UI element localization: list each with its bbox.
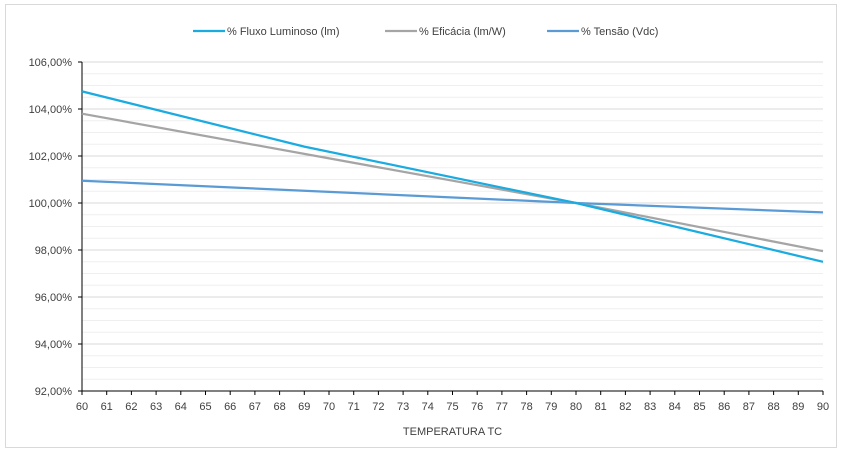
major-gridlines xyxy=(82,61,823,345)
series-lines xyxy=(81,90,824,263)
y-tick-label: 106,00% xyxy=(29,57,73,69)
x-tick-label: 90 xyxy=(817,401,829,413)
x-tick-label: 66 xyxy=(224,401,236,413)
y-tick-label: 94,00% xyxy=(35,339,73,351)
x-tick-label: 64 xyxy=(175,401,187,413)
x-axis-title: TEMPERATURA TC xyxy=(403,426,502,438)
legend-item: % Tensão (Vdc) xyxy=(547,26,658,38)
x-tick-label: 80 xyxy=(570,401,582,413)
x-tick-label: 81 xyxy=(595,401,607,413)
x-tick-label: 82 xyxy=(619,401,631,413)
legend: % Fluxo Luminoso (lm) % Eficácia (lm/W) % … xyxy=(193,26,658,38)
x-tick-label: 75 xyxy=(446,401,458,413)
x-tick-label: 76 xyxy=(471,401,483,413)
legend-label: % Tensão (Vdc) xyxy=(581,26,658,38)
x-tick-label: 68 xyxy=(273,401,285,413)
y-tick-label: 98,00% xyxy=(35,245,73,257)
y-tick-label: 92,00% xyxy=(35,386,73,398)
x-tick-label: 79 xyxy=(545,401,557,413)
x-tick-label: 86 xyxy=(718,401,730,413)
x-tick-label: 89 xyxy=(792,401,804,413)
legend-item: % Fluxo Luminoso (lm) xyxy=(193,26,339,38)
y-tick-label: 96,00% xyxy=(35,292,73,304)
x-tick-label: 72 xyxy=(372,401,384,413)
x-tick-label: 84 xyxy=(669,401,681,413)
legend-label: % Fluxo Luminoso (lm) xyxy=(227,26,339,38)
x-tick-label: 88 xyxy=(767,401,779,413)
y-tick-label: 102,00% xyxy=(29,151,73,163)
x-tick-label: 63 xyxy=(150,401,162,413)
y-tick-label: 104,00% xyxy=(29,104,73,116)
y-axis-tick-labels: 92,00% 94,00% 96,00% 98,00% 100,00% 102,00% 10… xyxy=(29,57,73,398)
x-tick-label: 71 xyxy=(348,401,360,413)
x-tick-label: 83 xyxy=(644,401,656,413)
x-tick-label: 65 xyxy=(199,401,211,413)
x-tick-label: 73 xyxy=(397,401,409,413)
x-tick-label: 67 xyxy=(249,401,261,413)
x-axis-tick-labels: 60 61 62 63 64 65 66 67 68 69 70 71 72 73 74 75 76 77 78 79… xyxy=(76,401,829,413)
x-tick-label: 85 xyxy=(693,401,705,413)
minor-gridlines xyxy=(82,73,823,380)
y-tick-label: 100,00% xyxy=(29,198,73,210)
legend-label: % Eficácia (lm/W) xyxy=(419,26,506,38)
axes xyxy=(78,61,824,395)
x-tick-label: 87 xyxy=(743,401,755,413)
legend-item: % Eficácia (lm/W) xyxy=(385,26,506,38)
x-tick-label: 60 xyxy=(76,401,88,413)
x-tick-label: 77 xyxy=(496,401,508,413)
x-tick-label: 61 xyxy=(101,401,113,413)
x-tick-label: 69 xyxy=(298,401,310,413)
x-tick-label: 74 xyxy=(422,401,434,413)
series-line-3 xyxy=(81,179,824,214)
x-tick-label: 62 xyxy=(125,401,137,413)
x-tick-label: 78 xyxy=(520,401,532,413)
series-line-1 xyxy=(81,90,824,263)
x-tick-label: 70 xyxy=(323,401,335,413)
series-line-2 xyxy=(81,112,824,253)
